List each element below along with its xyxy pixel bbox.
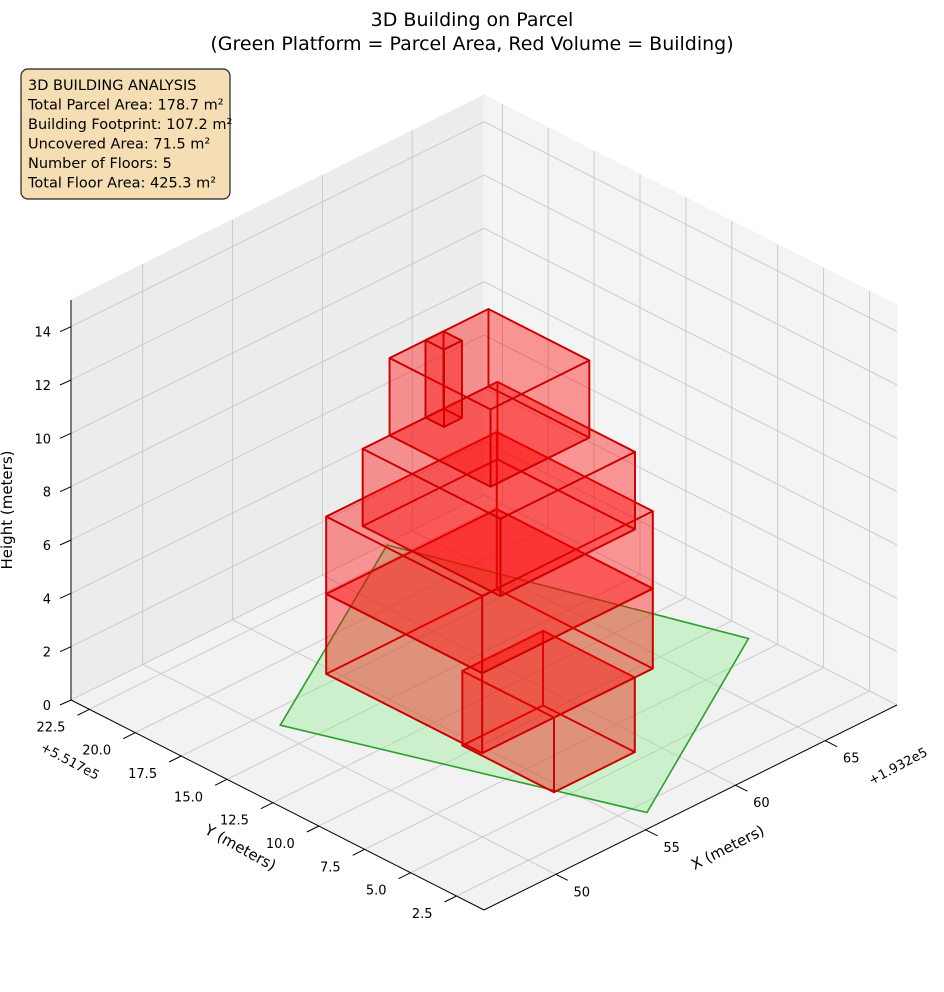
- grid-line: [89, 503, 503, 710]
- x-tick-mark: [555, 873, 569, 881]
- floor-face: [424, 339, 445, 428]
- grid-line: [70, 227, 485, 434]
- grid-line: [322, 574, 736, 786]
- info-line: Total Parcel Area: 178.7 m²: [27, 98, 224, 114]
- grid-line: [364, 643, 778, 850]
- y-tick-label: 12.5: [220, 814, 249, 829]
- grid-line: [70, 174, 485, 381]
- parcel-platform: [279, 544, 750, 814]
- grid-line: [318, 620, 733, 827]
- z-tick-label: 10: [34, 432, 51, 447]
- x-tick-label: 50: [574, 885, 591, 900]
- z-tick-mark: [59, 432, 72, 439]
- y-tick-mark: [214, 778, 228, 786]
- floor-box: [361, 380, 636, 597]
- z-tick-mark: [59, 646, 72, 653]
- x-tick-mark: [735, 784, 748, 792]
- x-tick-mark: [824, 740, 838, 748]
- grid-line: [70, 281, 485, 488]
- z-tick-label: 6: [43, 539, 51, 554]
- chart-subtitle: (Green Platform = Parcel Area, Red Volum…: [210, 33, 733, 55]
- z-tick-mark: [59, 592, 72, 599]
- floor-box: [461, 629, 636, 794]
- y-tick-label: 15.0: [174, 790, 203, 805]
- x-axis-label: X (meters): [688, 821, 767, 873]
- z-tick-label: 12: [34, 379, 51, 394]
- x-offset-label: +1.932e5: [866, 745, 930, 788]
- y-tick-mark: [352, 848, 365, 856]
- y-tick-label: 17.5: [128, 767, 157, 782]
- z-tick-mark: [59, 699, 72, 706]
- info-line: Total Floor Area: 425.3 m²: [27, 176, 216, 192]
- grid-line: [483, 334, 898, 546]
- info-line: Number of Floors: 5: [28, 156, 172, 172]
- z-tick-label: 8: [43, 486, 51, 501]
- x-tick-mark: [645, 829, 658, 837]
- axis-ticks: 505560652.55.07.510.012.515.017.520.022.…: [34, 300, 898, 922]
- x-tick-label: 60: [753, 796, 770, 811]
- grid-line: [411, 530, 826, 742]
- floor-face: [424, 330, 463, 351]
- z-tick-label: 4: [43, 592, 51, 607]
- grid-line: [70, 334, 485, 541]
- y-tick-label: 5.0: [366, 884, 387, 899]
- floor-box: [325, 508, 654, 755]
- z-tick-label: 14: [34, 326, 51, 341]
- z-tick-label: 2: [43, 646, 51, 661]
- x-tick-label: 55: [663, 841, 680, 856]
- z-tick-mark: [59, 379, 72, 386]
- grid-line: [142, 663, 557, 875]
- grid-line: [410, 667, 824, 874]
- floor-face: [361, 380, 636, 520]
- z-tick-mark: [59, 486, 72, 493]
- x-axis-line: [483, 704, 898, 911]
- grid-line: [483, 174, 898, 386]
- floor-face: [442, 339, 463, 428]
- z-tick-mark: [59, 539, 72, 546]
- z-tick-label: 0: [43, 699, 51, 714]
- grid-line: [483, 227, 898, 439]
- grid-line: [272, 597, 687, 804]
- grid-line: [483, 494, 898, 706]
- info-line: Uncovered Area: 71.5 m²: [28, 137, 210, 153]
- grid-line: [456, 690, 870, 897]
- y-tick-mark: [122, 732, 136, 740]
- z-tick-mark: [59, 326, 72, 333]
- building-volume: [325, 308, 654, 794]
- y-tick-mark: [306, 825, 320, 833]
- chart-title: 3D Building on Parcel: [371, 9, 574, 31]
- info-line: 3D BUILDING ANALYSIS: [28, 78, 196, 94]
- y-tick-label: 22.5: [36, 720, 65, 735]
- y-axis-line: [70, 699, 485, 911]
- grid-line: [483, 441, 898, 653]
- y-tick-label: 7.5: [320, 860, 341, 875]
- y-tick-label: 2.5: [412, 907, 433, 922]
- grid-line: [70, 121, 485, 328]
- y-tick-label: 20.0: [82, 744, 111, 759]
- y-tick-mark: [444, 895, 457, 903]
- grid-line: [180, 550, 595, 757]
- grid-line: [483, 281, 898, 493]
- grid-line: [134, 527, 549, 734]
- y-tick-mark: [260, 802, 274, 810]
- grid-line: [226, 573, 641, 780]
- grid-line: [483, 121, 898, 333]
- grid-line: [483, 387, 898, 599]
- z-axis-label: Height (meters): [0, 451, 16, 570]
- y-tick-mark: [168, 755, 182, 763]
- info-box-background: [20, 68, 231, 200]
- floor-box: [424, 330, 463, 428]
- grid-line: [232, 619, 646, 831]
- y-tick-mark: [77, 708, 90, 716]
- info-box: 3D BUILDING ANALYSIS Total Parcel Area: …: [20, 68, 232, 200]
- y-tick-label: 10.0: [266, 837, 295, 852]
- x-tick-label: 65: [843, 752, 860, 767]
- parcel-polygon: [279, 544, 750, 814]
- info-line: Building Footprint: 107.2 m²: [28, 117, 232, 133]
- grid-lines: [70, 104, 898, 897]
- grid-line: [70, 494, 485, 701]
- y-tick-mark: [398, 872, 411, 880]
